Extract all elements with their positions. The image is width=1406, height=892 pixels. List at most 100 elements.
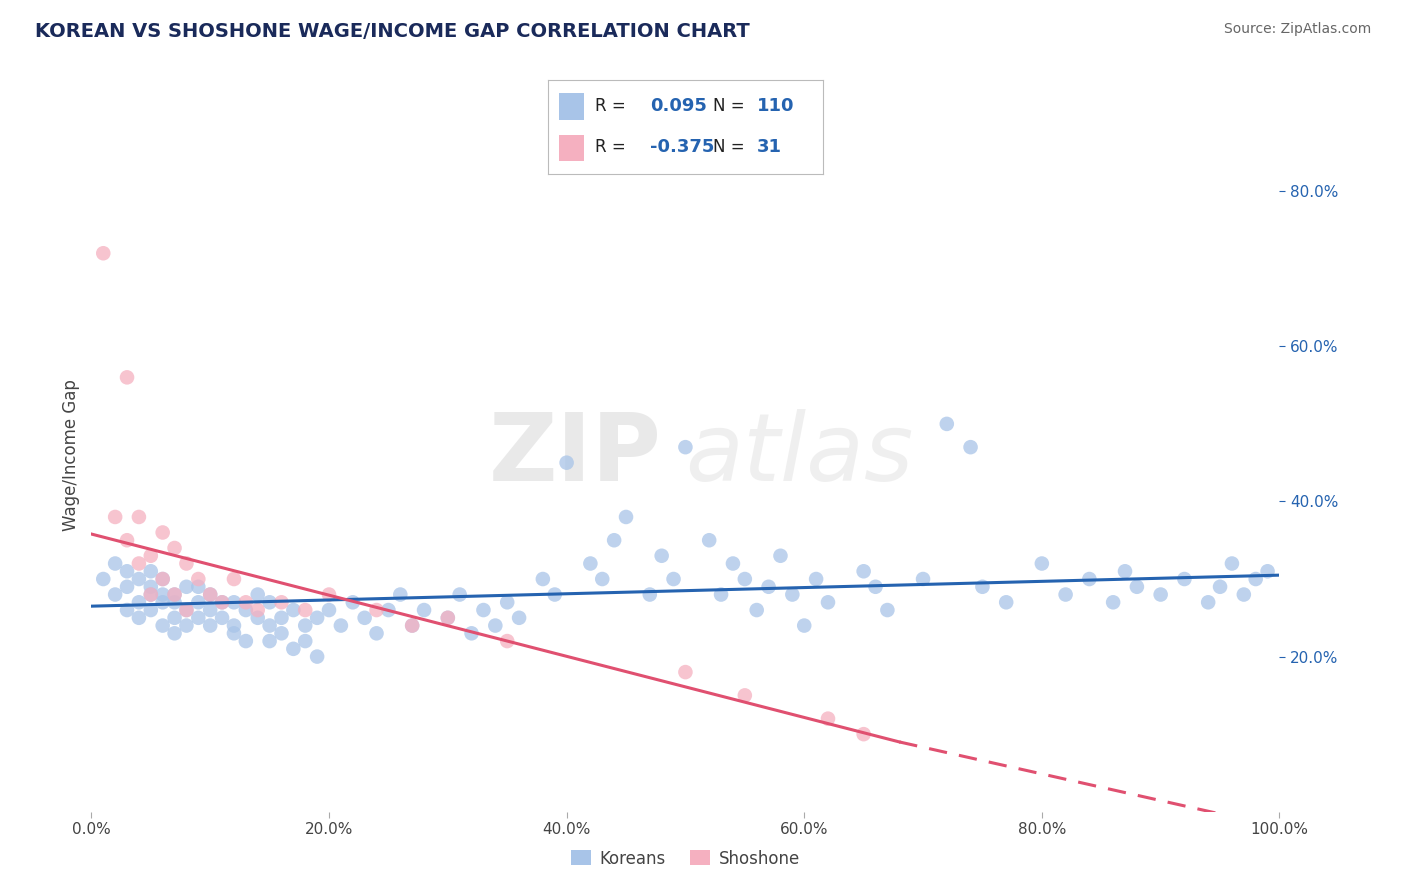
Point xyxy=(673,665,696,679)
Point xyxy=(366,626,388,640)
Point xyxy=(128,595,150,609)
Point xyxy=(187,595,209,609)
Text: 0.095: 0.095 xyxy=(650,97,707,115)
Text: 110: 110 xyxy=(756,97,794,115)
Point xyxy=(139,549,162,563)
Point xyxy=(603,533,626,548)
Y-axis label: Wage/Income Gap: Wage/Income Gap xyxy=(62,379,80,531)
FancyBboxPatch shape xyxy=(560,135,583,161)
Point xyxy=(1257,564,1279,578)
Point xyxy=(579,557,602,571)
Point xyxy=(139,588,162,602)
Point xyxy=(401,618,423,632)
Point xyxy=(449,588,471,602)
Point xyxy=(496,595,519,609)
Point xyxy=(163,588,186,602)
Point xyxy=(139,580,162,594)
Point xyxy=(366,603,388,617)
FancyBboxPatch shape xyxy=(560,94,583,120)
Point xyxy=(782,588,804,602)
Point xyxy=(496,634,519,648)
Text: atlas: atlas xyxy=(685,409,914,500)
Text: KOREAN VS SHOSHONE WAGE/INCOME GAP CORRELATION CHART: KOREAN VS SHOSHONE WAGE/INCOME GAP CORRE… xyxy=(35,22,749,41)
Point xyxy=(270,595,292,609)
Point xyxy=(211,595,233,609)
Point xyxy=(734,572,756,586)
Point xyxy=(734,689,756,703)
Point xyxy=(1244,572,1267,586)
Point xyxy=(972,580,994,594)
Point xyxy=(876,603,898,617)
Point xyxy=(307,611,329,625)
Point xyxy=(852,564,875,578)
Point xyxy=(1197,595,1219,609)
Point xyxy=(259,634,281,648)
Point xyxy=(200,588,222,602)
Point xyxy=(128,510,150,524)
Point xyxy=(128,572,150,586)
Point xyxy=(152,618,174,632)
Point xyxy=(163,595,186,609)
Point xyxy=(270,626,292,640)
Point xyxy=(222,626,245,640)
Point xyxy=(104,557,127,571)
Point xyxy=(662,572,685,586)
Point xyxy=(638,588,661,602)
Point xyxy=(1126,580,1149,594)
Point xyxy=(460,626,482,640)
Point xyxy=(911,572,934,586)
Point xyxy=(1054,588,1077,602)
Point xyxy=(1031,557,1053,571)
Point xyxy=(793,618,815,632)
Point xyxy=(211,611,233,625)
Point xyxy=(318,603,340,617)
Point xyxy=(710,588,733,602)
Point xyxy=(176,603,198,617)
Point xyxy=(235,634,257,648)
Text: 31: 31 xyxy=(756,138,782,156)
Point xyxy=(139,588,162,602)
Point xyxy=(377,603,399,617)
Point xyxy=(673,440,696,454)
Point xyxy=(472,603,495,617)
Point xyxy=(187,611,209,625)
Point xyxy=(342,595,364,609)
Point xyxy=(389,588,412,602)
Point xyxy=(413,603,436,617)
Point xyxy=(484,618,506,632)
Point xyxy=(163,611,186,625)
Point xyxy=(436,611,458,625)
Point xyxy=(246,588,269,602)
Point xyxy=(222,595,245,609)
Point xyxy=(865,580,887,594)
Point xyxy=(745,603,768,617)
Point xyxy=(1149,588,1171,602)
Point xyxy=(128,611,150,625)
Text: -0.375: -0.375 xyxy=(650,138,714,156)
Point xyxy=(91,246,114,260)
Point xyxy=(115,580,138,594)
Point xyxy=(817,595,839,609)
Point xyxy=(163,626,186,640)
Point xyxy=(318,588,340,602)
Point xyxy=(259,618,281,632)
Point xyxy=(935,417,957,431)
Point xyxy=(959,440,981,454)
Point xyxy=(200,603,222,617)
Point xyxy=(817,712,839,726)
Point xyxy=(531,572,554,586)
Point xyxy=(115,370,138,384)
Point xyxy=(187,580,209,594)
Text: N =: N = xyxy=(713,138,744,156)
Point xyxy=(307,649,329,664)
Point xyxy=(758,580,780,594)
Point xyxy=(1233,588,1256,602)
Point xyxy=(995,595,1018,609)
Point xyxy=(591,572,613,586)
Point xyxy=(294,634,316,648)
Point xyxy=(401,618,423,632)
Point xyxy=(222,572,245,586)
Legend: Koreans, Shoshone: Koreans, Shoshone xyxy=(571,849,800,868)
Point xyxy=(152,572,174,586)
Point xyxy=(246,603,269,617)
